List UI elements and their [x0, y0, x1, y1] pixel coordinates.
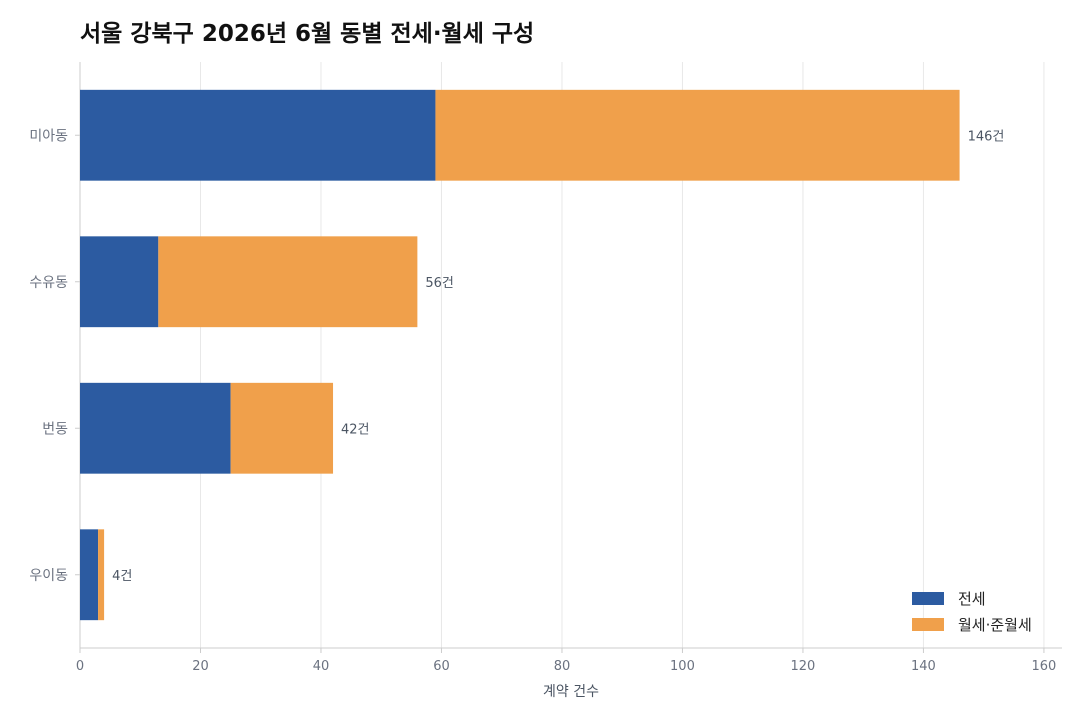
legend-label-0: 전세	[958, 590, 986, 608]
chart-title: 서울 강북구 2026년 6월 동별 전세·월세 구성	[80, 21, 535, 47]
bar-jeonse-3	[80, 529, 99, 621]
x-tick-label-5: 100	[670, 659, 695, 674]
bar-wolse-3	[98, 529, 105, 621]
y-category-label-0: 미아동	[29, 128, 68, 144]
y-category-label-1: 수유동	[29, 275, 68, 291]
total-label-3: 4건	[112, 569, 132, 584]
x-tick-label-0: 0	[76, 659, 84, 674]
x-tick-label-4: 80	[554, 659, 571, 674]
bar-wolse-2	[230, 382, 334, 474]
legend-swatch-0	[912, 592, 944, 605]
total-label-1: 56건	[425, 276, 454, 291]
x-tick-label-2: 40	[313, 659, 330, 674]
legend-swatch-1	[912, 618, 944, 631]
legend-label-1: 월세·준월세	[958, 616, 1032, 634]
y-category-label-2: 번동	[42, 421, 68, 437]
total-label-2: 42건	[341, 422, 370, 437]
x-tick-label-3: 60	[433, 659, 450, 674]
bar-jeonse-2	[80, 382, 231, 474]
bar-jeonse-1	[80, 236, 159, 328]
x-tick-label-6: 120	[791, 659, 816, 674]
bar-wolse-1	[158, 236, 418, 328]
y-category-label-3: 우이동	[29, 568, 68, 584]
x-tick-label-1: 20	[192, 659, 209, 674]
x-axis-title: 계약 건수	[543, 684, 599, 700]
x-tick-label-7: 140	[911, 659, 936, 674]
bar-jeonse-0	[80, 89, 436, 181]
total-label-0: 146건	[968, 129, 1005, 144]
x-tick-label-8: 160	[1032, 659, 1057, 674]
bar-wolse-0	[435, 89, 960, 181]
